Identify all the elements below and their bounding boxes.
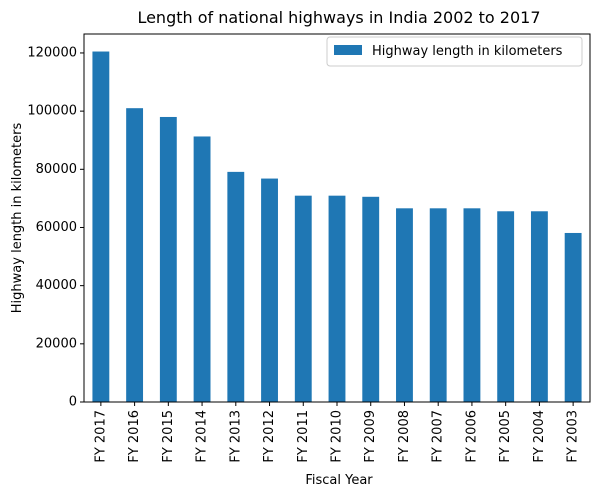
legend-box [326, 36, 583, 67]
y-tick-label: 0 [69, 395, 77, 410]
bar-fy-2004 [530, 211, 548, 402]
x-axis: FY 2017 FY 2016 FY 2015 FY 2014 FY 2013 FY 20… [93, 402, 581, 463]
x-tick-label: FY 2007 [431, 410, 446, 463]
bar-fy-2009 [362, 196, 380, 402]
y-tick-label: 40000 [36, 278, 77, 293]
bar-fy-2006 [463, 208, 481, 402]
x-tick-label: FY 2013 [228, 410, 243, 463]
x-tick-label: FY 2014 [195, 410, 210, 463]
x-tick-label: FY 2008 [397, 410, 412, 463]
legend: Highway length in kilometers [326, 36, 583, 67]
x-tick-label: FY 2004 [532, 410, 547, 463]
x-tick-label: FY 2009 [363, 410, 378, 463]
y-tick-label: 80000 [36, 162, 77, 177]
x-axis-title: Fiscal Year [305, 473, 373, 488]
bar-fy-2003 [564, 232, 582, 402]
y-tick-label: 120000 [27, 45, 77, 60]
x-tick-label: FY 2015 [161, 410, 176, 463]
bar-fy-2017 [92, 51, 110, 403]
plot-frame [83, 33, 591, 403]
bar-fy-2013 [227, 171, 245, 402]
bars-group [92, 51, 582, 403]
x-tick-label: FY 2010 [330, 410, 345, 463]
x-tick-label: FY 2005 [498, 410, 513, 463]
legend-label: Highway length in kilometers [372, 44, 563, 59]
legend-swatch [334, 45, 362, 55]
x-tick-label: FY 2006 [464, 410, 479, 463]
bar-fy-2010 [328, 195, 346, 402]
bar-fy-2015 [159, 116, 177, 403]
y-tick-label: 20000 [36, 336, 77, 351]
x-tick-label: FY 2012 [262, 410, 277, 463]
x-tick-label: FY 2017 [93, 410, 108, 463]
chart-title: Length of national highways in India 200… [137, 8, 540, 27]
bar-fy-2012 [261, 178, 278, 402]
bar-fy-2016 [126, 108, 144, 402]
y-tick-label: 100000 [27, 104, 77, 119]
bar-fy-2007 [429, 208, 447, 402]
x-tick-label: FY 2011 [296, 410, 311, 463]
bar-fy-2005 [497, 211, 515, 402]
x-tick-label: FY 2016 [127, 410, 142, 463]
y-tick-label: 60000 [36, 220, 77, 235]
x-tick-label: FY 2003 [566, 410, 581, 463]
bar-fy-2008 [396, 208, 413, 402]
y-axis-title: Highway length in kilometers [10, 123, 25, 314]
y-axis: 0 20000 40000 60000 80000 100000 120000 [27, 45, 84, 410]
bar-fy-2011 [294, 195, 312, 402]
bar-fy-2014 [193, 136, 211, 402]
